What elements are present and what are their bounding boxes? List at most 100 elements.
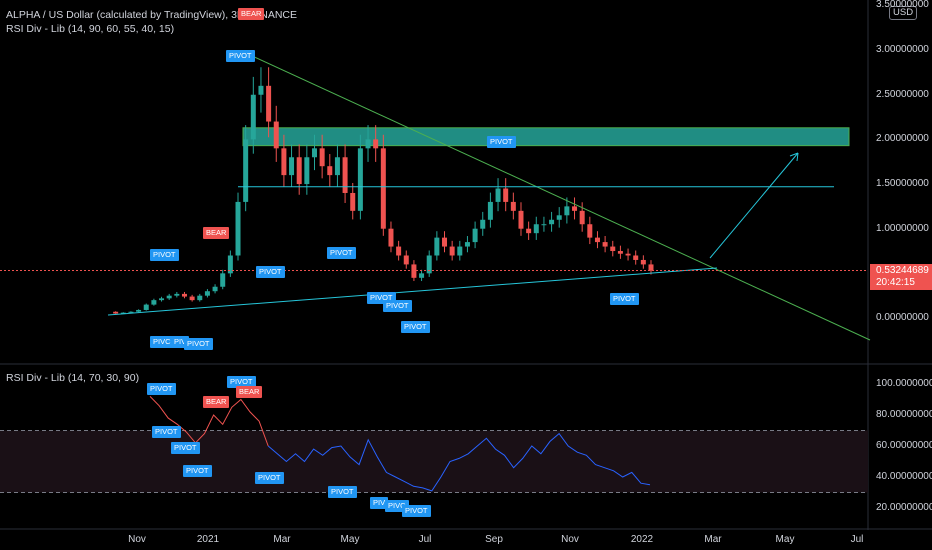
pivot-label: PIVOT (150, 249, 179, 261)
rsi-indicator-legend[interactable]: RSI Div - Lib (14, 70, 30, 90) (6, 372, 140, 384)
pivot-label: PIVOT (487, 136, 516, 148)
candle-body (633, 255, 639, 260)
candle-body (434, 237, 440, 256)
candle-body (174, 293, 180, 296)
candle-body (403, 255, 409, 265)
candle-body (334, 157, 340, 176)
rsi-pivot-label: PIVOT (152, 426, 181, 438)
currency-button[interactable]: USD (889, 6, 918, 20)
pivot-label: PIVOT (401, 321, 430, 333)
time-tick-label: Mar (704, 534, 722, 545)
candle-body (602, 242, 608, 247)
ascending-trendline (107, 267, 718, 316)
candle-body (480, 219, 486, 229)
candle-body (610, 246, 616, 252)
candle-body (243, 139, 249, 202)
candle-body (487, 201, 493, 220)
candle-body (197, 295, 203, 301)
time-tick-label: Jul (850, 534, 864, 545)
candle-body (396, 246, 402, 256)
price-tick-label: 1.50000000 (876, 178, 929, 190)
time-tick-label: Jul (418, 534, 432, 545)
bar-countdown: 20:42:15 (876, 277, 915, 288)
candle-body (266, 85, 272, 122)
candle-body (510, 201, 516, 211)
arrow-head (789, 152, 799, 162)
candle-body (549, 219, 555, 225)
candle-body (640, 259, 646, 265)
price-tick-label: 0.00000000 (876, 312, 929, 323)
candle-body (625, 253, 631, 256)
candle-body (579, 210, 585, 225)
pivot-label: PIVOT (327, 247, 356, 259)
pivot-label: PIVOT (610, 293, 639, 305)
pivot-label: PIVOT (184, 338, 213, 350)
rsi-tick-label: 20.00000000 (876, 502, 932, 513)
rsi-bear-label: BEAR (203, 396, 230, 408)
rsi-line-divergence (149, 396, 269, 447)
candle-body (526, 228, 532, 234)
candle-body (120, 312, 126, 314)
candle-body (281, 148, 287, 176)
symbol-title: ALPHA / US Dollar (calculated by Trading… (6, 9, 298, 21)
candle-body (373, 139, 379, 149)
time-tick-label: Nov (128, 534, 146, 545)
candle-body (503, 188, 509, 202)
candle-body (296, 157, 302, 185)
candle-body (220, 273, 226, 287)
candle-body (617, 251, 623, 254)
candle-body (594, 237, 600, 243)
bear-label: BEAR (238, 8, 265, 20)
candle-body (159, 298, 165, 301)
candle-body (204, 291, 210, 296)
candle-body (136, 309, 142, 312)
candle-body (419, 273, 425, 278)
time-tick-label: Sep (485, 534, 503, 545)
pivot-label: PIVOT (256, 266, 285, 278)
candle-body (342, 157, 348, 193)
rsi-band (0, 430, 868, 493)
time-tick-label: 2022 (630, 534, 654, 545)
rsi-tick-label: 40.00000000 (876, 471, 932, 482)
bear-label: BEAR (203, 227, 230, 239)
candle-body (564, 206, 570, 216)
candle-body (533, 224, 539, 234)
projection-arrow (709, 152, 799, 259)
price-tick-label: 2.00000000 (876, 133, 929, 145)
candle-body (464, 242, 470, 247)
candle-body (235, 201, 241, 256)
candle-body (327, 166, 333, 176)
candle-body (572, 206, 578, 211)
rsi-pivot-label: PIVOT (183, 465, 212, 477)
time-tick-label: 2021 (196, 534, 220, 545)
candle-body (319, 148, 325, 167)
time-tick-label: Mar (273, 534, 291, 545)
rsi-bear-label: BEAR (236, 386, 263, 398)
last-price-value: 0.53244689 (876, 265, 929, 276)
candle-body (518, 210, 524, 229)
rsi-tick-label: 80.00000000 (876, 409, 932, 420)
time-tick-label: May (340, 534, 360, 545)
rsi-pivot-label: PIVOT (402, 505, 431, 517)
rsi-pivot-label: PIVOT (227, 376, 256, 388)
supply-zone (242, 127, 850, 147)
indicator-legend[interactable]: RSI Div - Lib (14, 90, 60, 55, 40, 15) (6, 23, 175, 35)
time-tick-label: Nov (561, 534, 579, 545)
candle-body (212, 286, 218, 292)
rsi-tick-label: 60.00000000 (876, 440, 932, 451)
candle-body (495, 188, 501, 202)
pivot-label: PIVC (150, 336, 174, 348)
candle-body (457, 246, 463, 256)
candle-body (472, 228, 478, 243)
candle-body (380, 148, 386, 229)
candle-body (587, 224, 593, 238)
price-tick-label: 2.50000000 (876, 88, 929, 100)
price-tick-label: 3.00000000 (876, 44, 929, 56)
descending-trendline (249, 54, 871, 341)
candle-body (289, 157, 295, 176)
rsi-pivot-label: PIVOT (328, 486, 357, 498)
last-price-tag: 0.53244689 20:42:15 (870, 264, 932, 290)
candle-body (311, 148, 317, 158)
candle-body (143, 304, 149, 310)
